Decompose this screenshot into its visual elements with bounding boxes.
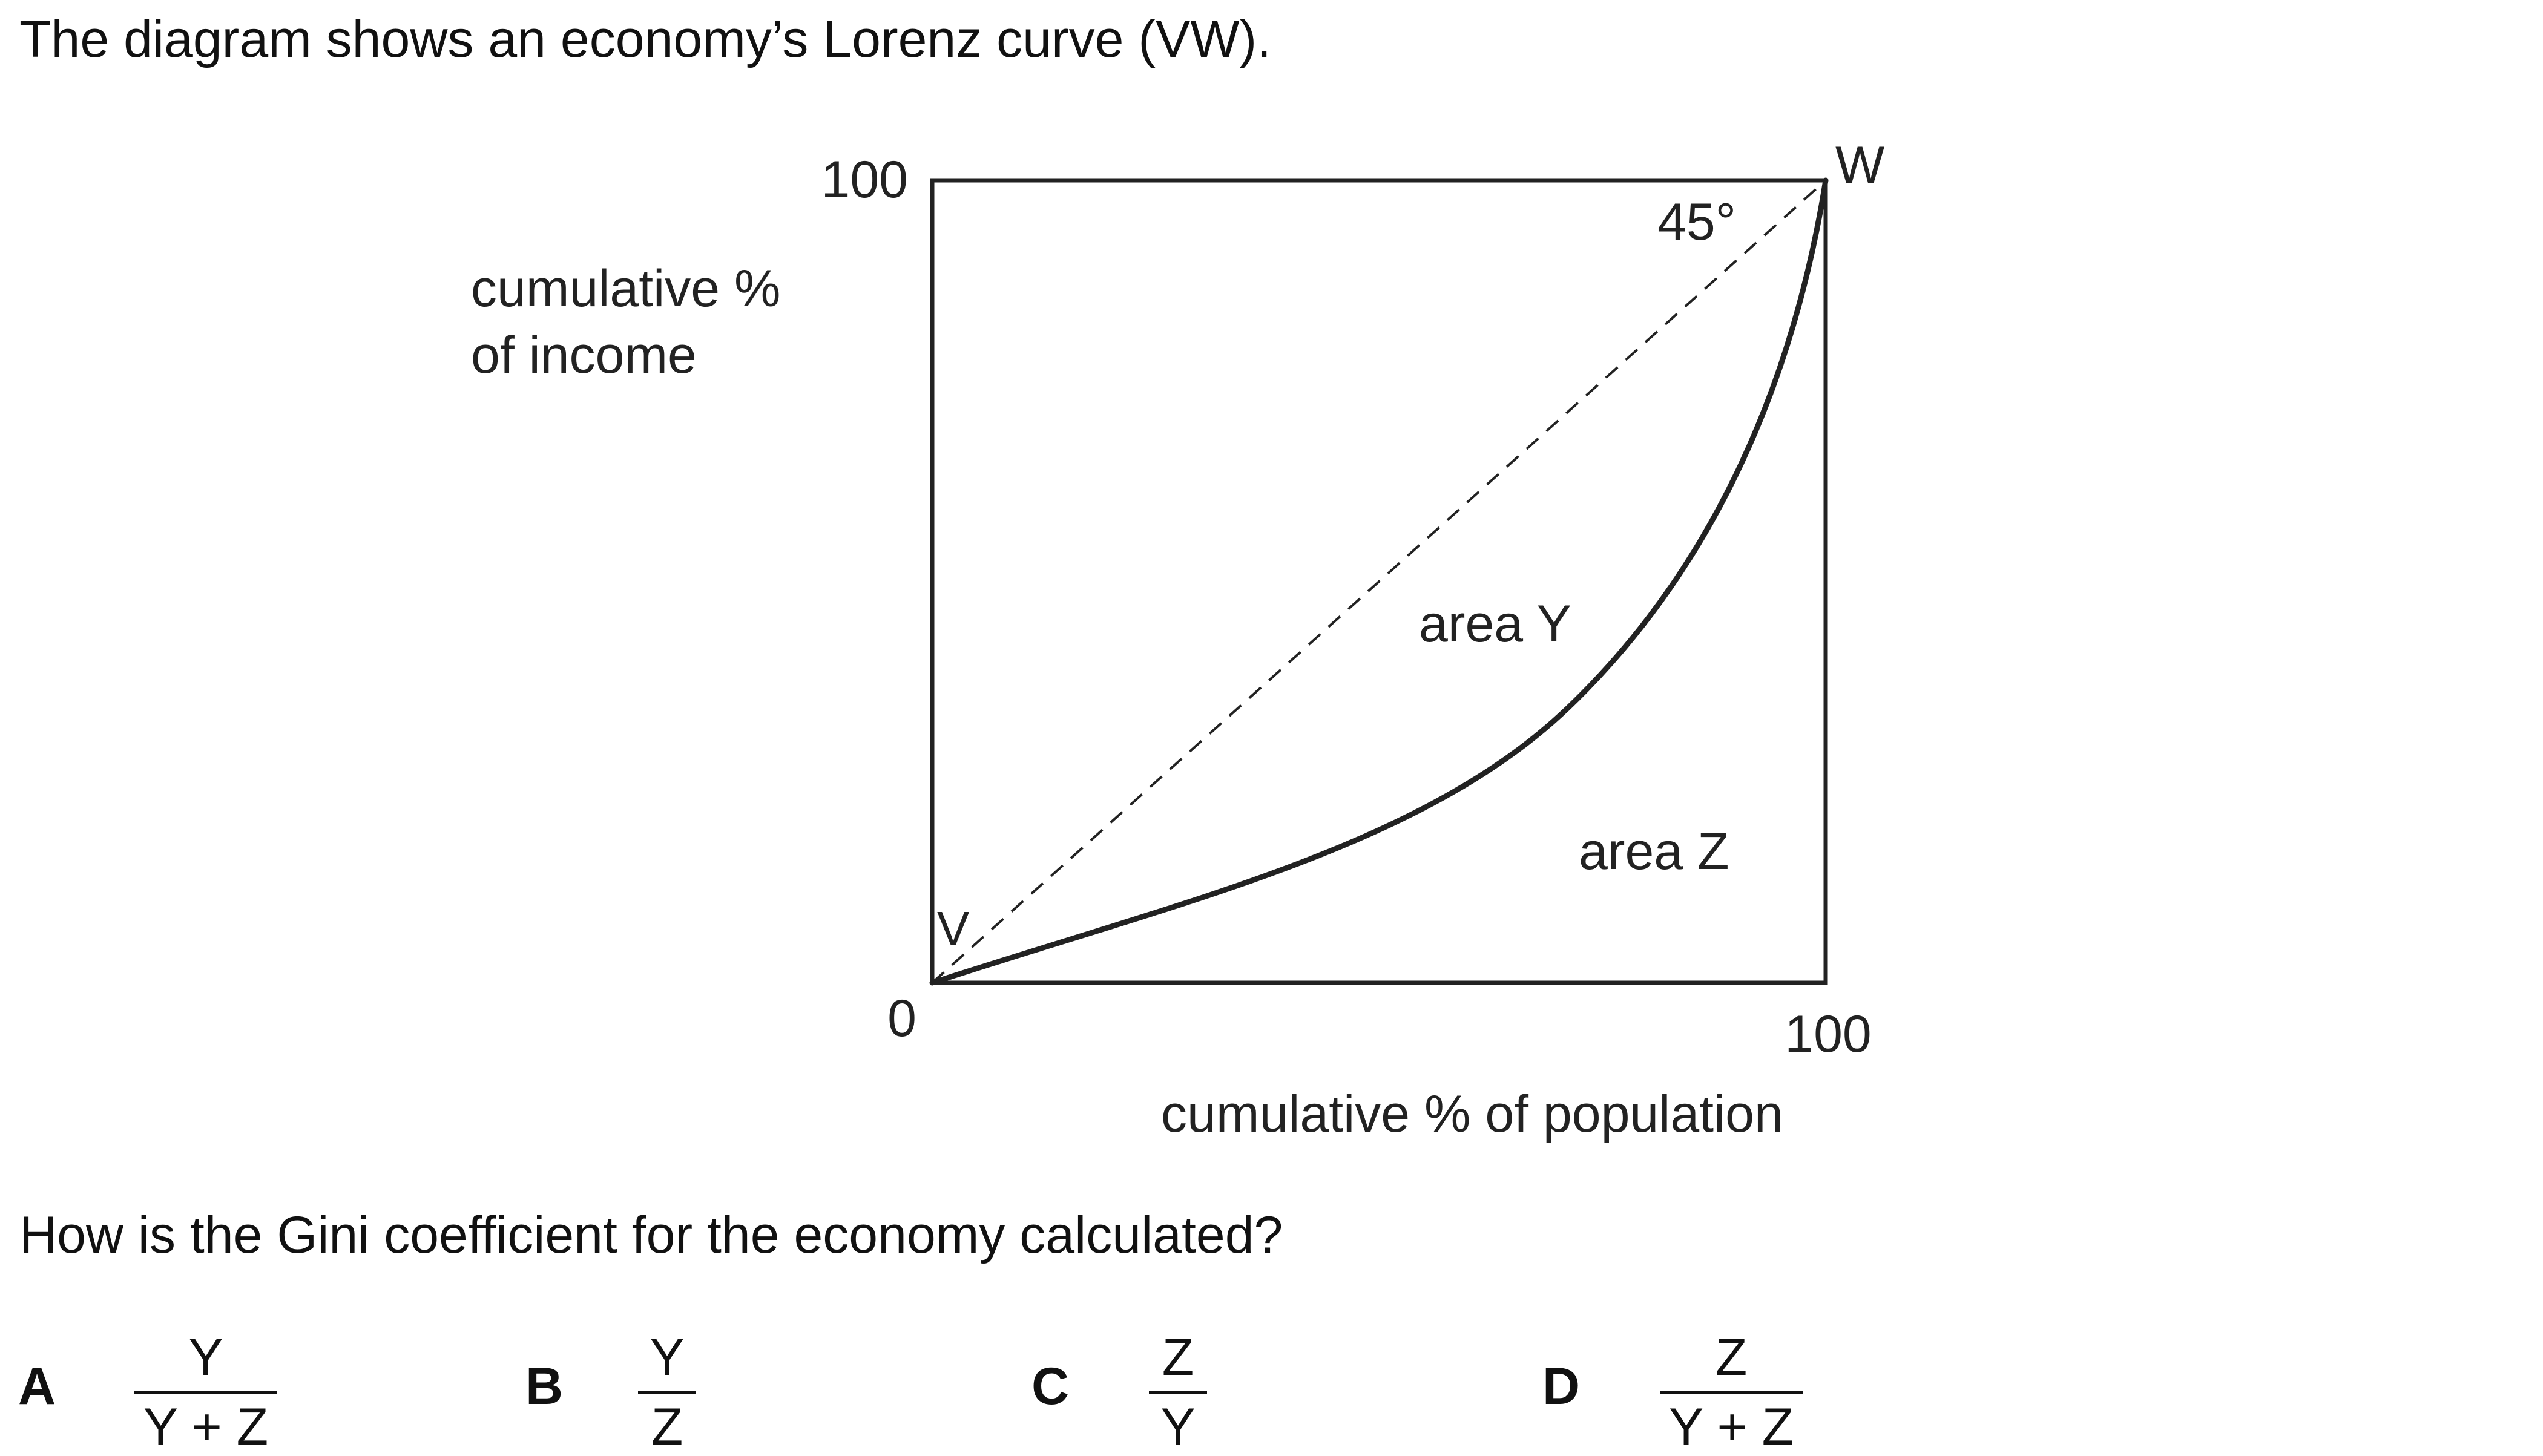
lorenz-curve (929, 177, 1829, 986)
diagram-frame (930, 178, 1828, 985)
option-b-numerator: Y (650, 1328, 685, 1386)
area-z-label: area Z (1579, 822, 1729, 880)
question-text: How is the Gini coefficient for the econ… (19, 1206, 1283, 1264)
line-of-equality (931, 179, 1827, 984)
point-w-label: W (1835, 136, 1884, 194)
angle-45-label: 45° (1657, 193, 1736, 251)
y-axis-label-line1: cumulative % (471, 260, 780, 318)
y-axis-label-line2: of income (471, 326, 697, 384)
option-c-fraction-bar (1149, 1391, 1207, 1394)
area-y-label: area Y (1419, 595, 1571, 653)
option-a-fraction[interactable]: Y Y + Z (134, 1331, 277, 1453)
option-b-denominator: Z (651, 1398, 683, 1456)
option-a-fraction-bar (134, 1391, 277, 1394)
origin-label: 0 (887, 989, 916, 1048)
option-a-denominator: Y + Z (143, 1398, 269, 1456)
option-b-letter: B (525, 1357, 564, 1415)
option-a-numerator: Y (188, 1328, 223, 1386)
option-c-fraction[interactable]: Z Y (1149, 1331, 1207, 1453)
option-c-letter: C (1031, 1357, 1070, 1415)
option-d-numerator: Z (1715, 1328, 1748, 1386)
intro-text: The diagram shows an economy’s Lorenz cu… (19, 10, 1272, 68)
option-b-fraction-bar (638, 1391, 696, 1394)
option-b-fraction[interactable]: Y Z (638, 1331, 696, 1453)
option-d-letter: D (1542, 1357, 1581, 1415)
option-c-numerator: Z (1162, 1328, 1194, 1386)
option-d-denominator: Y + Z (1668, 1398, 1794, 1456)
option-c-denominator: Y (1160, 1398, 1196, 1456)
x-axis-max-label: 100 (1785, 1005, 1872, 1063)
option-d-fraction-bar (1660, 1391, 1803, 1394)
point-v-label: V (937, 902, 970, 956)
option-d-fraction[interactable]: Z Y + Z (1660, 1331, 1803, 1453)
y-axis-max-label: 100 (821, 151, 909, 209)
x-axis-label: cumulative % of population (1161, 1085, 1783, 1143)
option-a-letter: A (18, 1357, 56, 1415)
